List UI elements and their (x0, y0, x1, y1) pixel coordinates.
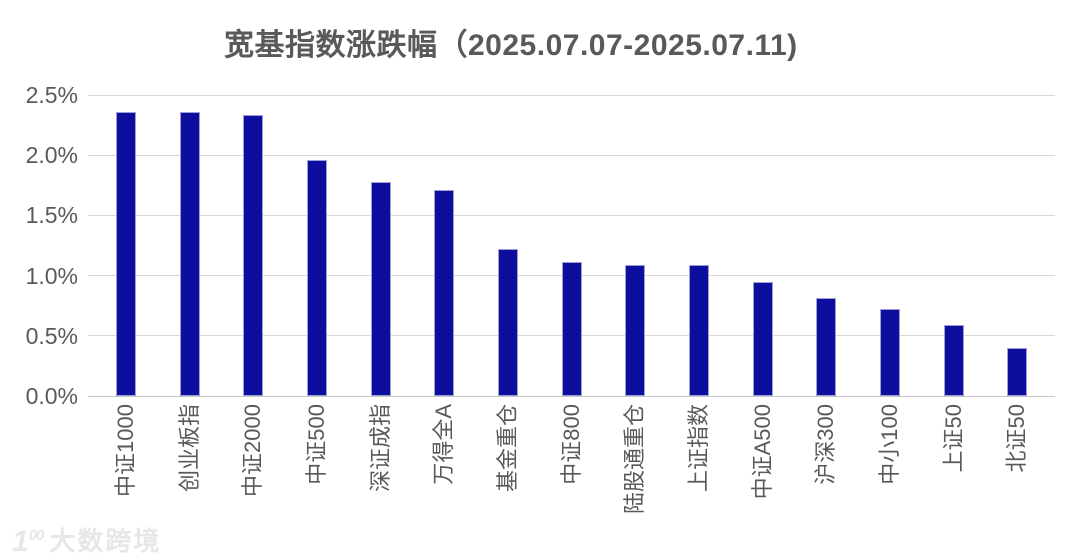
x-category-label: 沪深300 (813, 404, 839, 485)
x-category-label: 深证成指 (367, 404, 393, 493)
brand-logo-icon: 100 (12, 525, 44, 558)
watermark-label: 大数跨境 (49, 525, 162, 556)
bar (1007, 348, 1028, 396)
y-axis-tick-label: 2.0% (25, 142, 78, 169)
bar (625, 265, 646, 396)
x-category-label: 上证50 (940, 404, 966, 473)
x-category-label: 中证800 (558, 404, 584, 485)
gridline (88, 154, 1055, 156)
gridline (88, 94, 1055, 96)
bar (434, 190, 455, 396)
chart-title: 宽基指数涨跌幅（2025.07.07-2025.07.11) (224, 29, 798, 62)
x-category-label: 中证A500 (749, 404, 775, 500)
y-axis-tick-label: 2.5% (25, 82, 78, 108)
x-category-label: 中证1000 (113, 404, 138, 497)
gridline (88, 395, 1055, 397)
bar (752, 282, 773, 396)
bar (497, 249, 518, 396)
bar (943, 325, 964, 396)
bar (561, 262, 582, 396)
bar (879, 309, 900, 396)
x-category-label: 中证2000 (240, 404, 266, 497)
x-category-label: 中证500 (303, 404, 329, 485)
x-category-label: 陆股通重仓 (622, 404, 648, 515)
y-axis-tick-label: 1.5% (25, 202, 78, 229)
bar (179, 112, 200, 396)
x-category-label: 中小100 (876, 404, 902, 485)
y-axis-tick-label: 0.5% (25, 322, 78, 349)
x-category-label: 基金重仓 (494, 404, 520, 493)
x-category-label: 创业板指 (176, 404, 202, 493)
bar (306, 160, 327, 396)
gridline (88, 214, 1055, 216)
bar (370, 182, 391, 396)
watermark: 100 大数跨境 (12, 522, 162, 558)
y-axis-tick-label: 0.0% (25, 383, 78, 409)
bar (116, 112, 136, 396)
x-category-label: 北证50 (1004, 404, 1030, 473)
y-axis-tick-label: 1.0% (25, 262, 78, 289)
x-category-label: 上证指数 (685, 404, 711, 493)
bar (816, 298, 837, 396)
bar (243, 115, 264, 396)
bar (688, 265, 709, 396)
x-category-label: 万得全A (431, 404, 457, 485)
